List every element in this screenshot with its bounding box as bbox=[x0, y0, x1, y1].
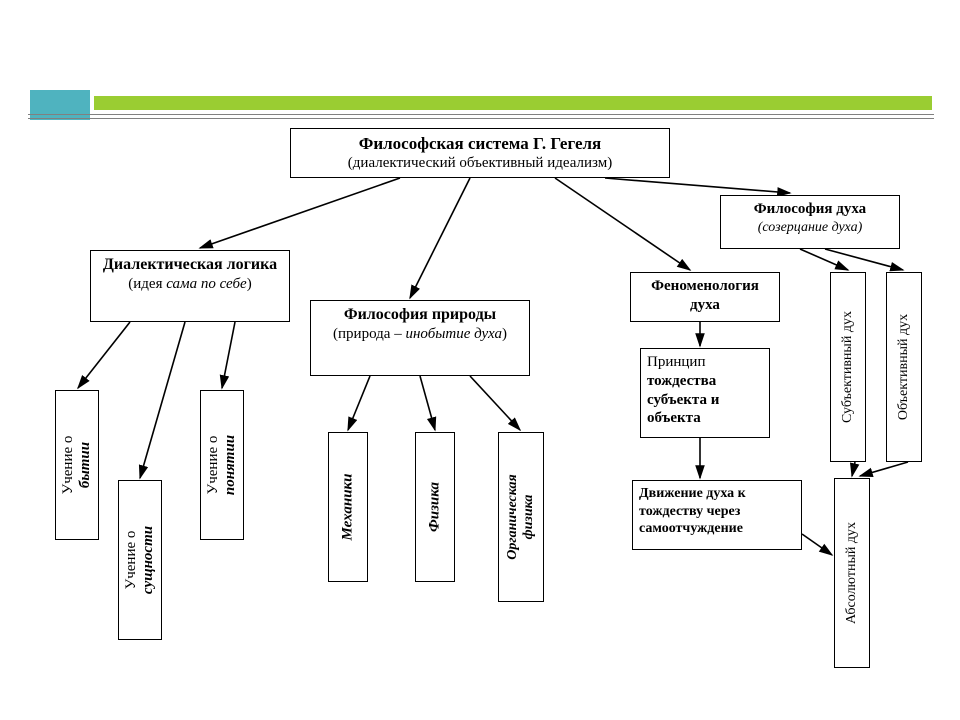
node-uchenie-o-sushchnosti: Учение о сущности bbox=[118, 480, 162, 640]
node-movement: Движение духа к тождеству через самоотчу… bbox=[632, 480, 802, 550]
node-mechanics: Механики bbox=[328, 432, 368, 582]
node-root: Философская система Г. Гегеля (диалектич… bbox=[290, 128, 670, 178]
text: Объективный дух bbox=[896, 314, 912, 420]
node-philosophy-of-nature: Философия природы (природа – инобытие ду… bbox=[310, 300, 530, 376]
text: Субъективный дух bbox=[840, 311, 856, 423]
vtext: Механики bbox=[339, 473, 356, 540]
text: понятии bbox=[222, 435, 239, 495]
node-absolute-spirit: Абсолютный дух bbox=[834, 478, 870, 668]
node-philosophy-of-spirit: Философия духа (созерцание духа) bbox=[720, 195, 900, 249]
header-line bbox=[28, 114, 934, 115]
node-root-sub: (диалектический объективный идеализм) bbox=[297, 154, 663, 173]
text-italic: сама по себе bbox=[166, 276, 246, 292]
text: Органическая bbox=[505, 474, 521, 559]
vtext: Объективный дух bbox=[896, 314, 912, 420]
text: Учение о bbox=[60, 436, 77, 495]
diagram-stage: Философская система Г. Гегеля (диалектич… bbox=[0, 0, 960, 720]
text: Учение о bbox=[205, 435, 222, 495]
text: (природа – bbox=[333, 326, 405, 342]
node-identity-principle: Принцип тождества субъекта и объекта bbox=[640, 348, 770, 438]
node-logic-title: Диалектическая логика bbox=[97, 255, 283, 275]
node-subjective-spirit: Субъективный дух bbox=[830, 272, 866, 462]
node-uchenie-o-bytii: Учение о бытии bbox=[55, 390, 99, 540]
vtext: Субъективный дух bbox=[840, 311, 856, 423]
vtext: Учение о сущности bbox=[123, 526, 158, 594]
node-identity-text: Принцип тождества субъекта и объекта bbox=[647, 354, 719, 426]
node-organic-physics: Органическая физика bbox=[498, 432, 544, 602]
vtext: Абсолютный дух bbox=[844, 522, 860, 624]
header-bar bbox=[94, 96, 932, 110]
node-phenomenology: Феноменология духа bbox=[630, 272, 780, 322]
node-objective-spirit: Объективный дух bbox=[886, 272, 922, 462]
header-accent bbox=[30, 90, 90, 120]
header-line bbox=[28, 118, 934, 119]
node-uchenie-o-ponyatii: Учение о понятии bbox=[200, 390, 244, 540]
text: сущности bbox=[140, 526, 157, 594]
text: (идея bbox=[128, 276, 166, 292]
text: Абсолютный дух bbox=[844, 522, 860, 624]
vtext: Учение о понятии bbox=[205, 435, 240, 495]
node-spirit-sub: (созерцание духа) bbox=[727, 219, 893, 237]
text: ) bbox=[502, 326, 507, 342]
text: Физика bbox=[426, 482, 443, 532]
vtext: Органическая физика bbox=[505, 474, 537, 559]
text: Механики bbox=[339, 473, 356, 540]
node-spirit-title: Философия духа bbox=[727, 200, 893, 219]
node-logic-sub: (идея сама по себе) bbox=[97, 275, 283, 294]
node-nature-title: Философия природы bbox=[317, 305, 523, 325]
node-physics: Физика bbox=[415, 432, 455, 582]
vtext: Физика bbox=[426, 482, 443, 532]
text: физика bbox=[521, 474, 537, 559]
node-phenom-title: Феноменология духа bbox=[637, 277, 773, 315]
text: Учение о bbox=[123, 526, 140, 594]
vtext: Учение о бытии bbox=[60, 436, 95, 495]
text: бытии bbox=[77, 436, 94, 495]
text: ) bbox=[247, 276, 252, 292]
node-root-title: Философская система Г. Гегеля bbox=[297, 133, 663, 154]
text-italic: инобытие духа bbox=[405, 326, 502, 342]
node-nature-sub: (природа – инобытие духа) bbox=[317, 325, 523, 344]
node-dialectical-logic: Диалектическая логика (идея сама по себе… bbox=[90, 250, 290, 322]
node-movement-text: Движение духа к тождеству через самоотчу… bbox=[639, 486, 746, 536]
